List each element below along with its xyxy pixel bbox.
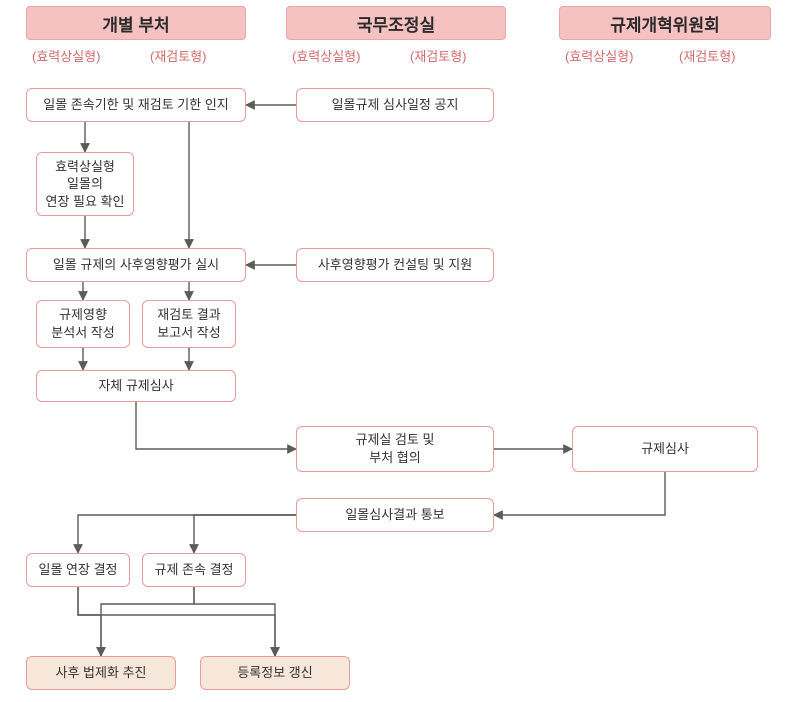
edge-n_notify-to-n_extdec [78, 515, 296, 553]
edge-n_keepdec-to-n_legal [101, 587, 194, 656]
node-n_legal: 사후 법제화 추진 [26, 656, 176, 690]
column-sub-right-col2: (재검토형) [410, 46, 467, 65]
column-sub-right-col3: (재검토형) [679, 46, 736, 65]
node-n_review: 규제심사 [572, 426, 758, 472]
edge-n_notify-to-n_keepdec [194, 515, 296, 553]
node-n_extdec: 일몰 연장 결정 [26, 553, 130, 587]
node-n_analysis: 규제영향 분석서 작성 [36, 300, 130, 348]
column-sub-left-col2: (효력상실형) [292, 46, 360, 65]
edge-n_extdec-to-n_legal [78, 587, 101, 656]
node-n_extend: 효력상실형 일몰의 연장 필요 확인 [36, 152, 134, 216]
node-n_self: 자체 규제심사 [36, 370, 236, 402]
node-n_coord: 규제실 검토 및 부처 협의 [296, 426, 494, 472]
node-n_public: 일몰규제 심사일정 공지 [296, 88, 494, 122]
column-sub-right-col1: (재검토형) [150, 46, 207, 65]
node-n_deadline: 일몰 존속기한 및 재검토 기한 인지 [26, 88, 246, 122]
column-header-col3: 규제개혁위원회 [559, 6, 771, 40]
node-n_update: 등록정보 갱신 [200, 656, 350, 690]
node-n_notify: 일몰심사결과 통보 [296, 498, 494, 532]
node-n_keepdec: 규제 존속 결정 [142, 553, 246, 587]
node-n_consult: 사후영향평가 컨설팅 및 지원 [296, 248, 494, 282]
edge-n_self-to-n_coord [136, 402, 296, 449]
edge-n_extdec-to-n_update [78, 587, 275, 656]
column-header-col2: 국무조정실 [286, 6, 506, 40]
column-header-col1: 개별 부처 [26, 6, 246, 40]
edge-n_review-to-n_notify [494, 472, 665, 515]
node-n_impact: 일몰 규제의 사후영향평가 실시 [26, 248, 246, 282]
node-n_report: 재검토 결과 보고서 작성 [142, 300, 236, 348]
column-sub-left-col1: (효력상실형) [32, 46, 100, 65]
column-sub-left-col3: (효력상실형) [565, 46, 633, 65]
edge-n_keepdec-to-n_update [194, 587, 275, 656]
